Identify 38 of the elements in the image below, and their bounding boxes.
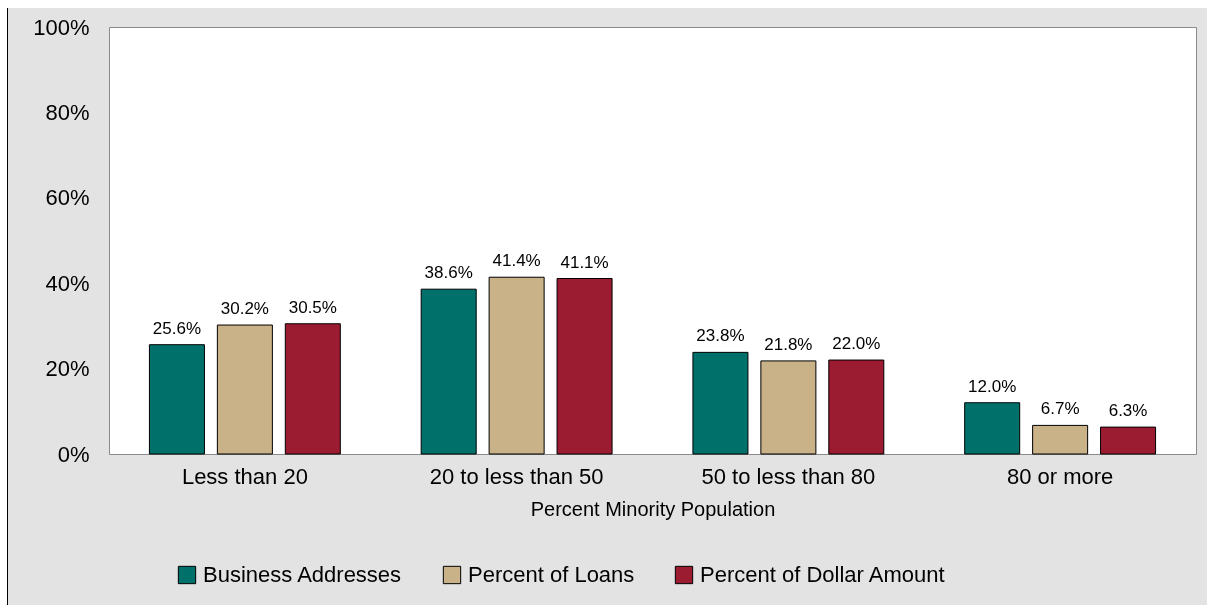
bar [216,324,273,455]
data-label: 6.3% [1108,401,1148,421]
bar [828,359,885,455]
bar [488,276,545,455]
y-tick-label: 80% [45,99,90,125]
data-label: 12.0% [968,376,1017,396]
legend-label: Percent of Loans [468,562,635,587]
x-tick-label: 20 to less than 50 [429,463,604,489]
data-label: 41.4% [492,251,541,271]
bar [420,288,477,455]
data-label: 41.1% [560,252,609,272]
legend-label: Business Addresses [203,562,402,587]
data-label: 6.7% [1040,399,1080,419]
data-label: 30.5% [288,297,337,317]
x-tick-label: Less than 20 [181,463,308,489]
y-tick-label: 20% [45,356,90,382]
bar [692,351,749,455]
bar [760,360,817,455]
bar [284,323,341,455]
bar [556,278,613,455]
legend-label: Percent of Dollar Amount [700,562,945,587]
data-label: 23.8% [696,326,745,346]
x-tick-label: 80 or more [1006,463,1114,489]
data-label: 22.0% [832,334,881,354]
x-axis-title: Percent Minority Population [530,497,776,520]
data-label: 25.6% [152,318,202,338]
y-tick-label: 40% [45,270,90,296]
y-tick-label: 0% [57,441,90,467]
bar [1032,424,1089,455]
y-tick-label: 100% [33,14,90,40]
data-label: 38.6% [424,263,473,283]
bar [964,402,1021,455]
bar [1100,426,1157,455]
data-label: 30.2% [220,299,269,319]
x-tick-label: 50 to less than 80 [701,463,876,489]
y-tick-label: 60% [45,185,90,211]
bar [148,344,205,455]
data-label: 21.8% [764,334,813,354]
